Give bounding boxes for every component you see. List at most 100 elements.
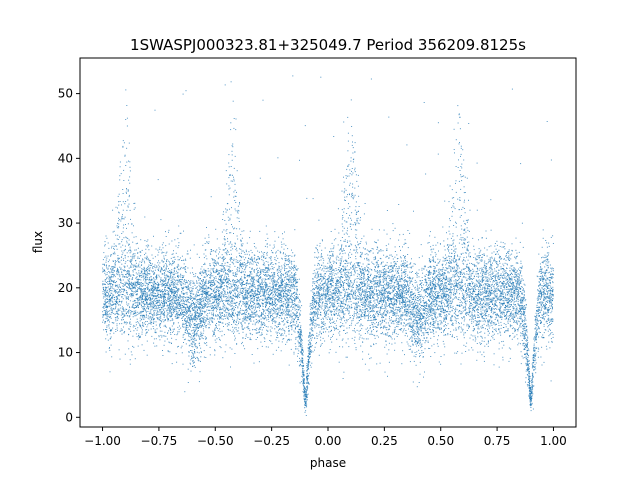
data-point <box>185 308 187 310</box>
data-point <box>154 329 156 331</box>
data-point <box>164 293 166 295</box>
data-point <box>266 293 268 295</box>
data-point <box>130 287 132 289</box>
data-point <box>268 290 270 292</box>
data-point <box>428 312 430 314</box>
data-point <box>205 338 207 340</box>
data-point <box>141 284 143 286</box>
data-point <box>448 297 450 299</box>
data-point <box>174 290 176 292</box>
data-point <box>107 319 109 321</box>
data-point <box>507 306 509 308</box>
data-point <box>338 309 340 311</box>
data-point <box>184 296 186 298</box>
data-point <box>200 301 201 303</box>
data-point <box>222 303 224 305</box>
data-point <box>493 311 495 313</box>
data-point <box>303 365 304 367</box>
data-point <box>345 177 347 179</box>
data-point <box>323 324 325 325</box>
data-point <box>410 312 412 314</box>
data-point <box>516 329 518 330</box>
data-point <box>248 317 250 319</box>
data-point <box>151 301 153 303</box>
data-point <box>122 189 124 190</box>
data-point <box>320 274 322 276</box>
data-point <box>128 243 130 245</box>
data-point <box>468 310 470 312</box>
data-point <box>194 340 196 341</box>
data-point <box>459 197 461 199</box>
data-point <box>227 262 229 264</box>
data-point <box>412 311 414 313</box>
data-point <box>388 282 390 284</box>
data-point <box>250 271 252 273</box>
data-point <box>162 270 164 272</box>
data-point <box>429 305 431 307</box>
data-point <box>131 260 132 262</box>
data-point <box>151 308 153 310</box>
data-point <box>109 298 111 300</box>
data-point <box>345 245 347 247</box>
data-point <box>363 311 365 313</box>
data-point <box>195 307 197 309</box>
data-point <box>285 286 287 288</box>
data-point <box>204 336 206 338</box>
data-point <box>142 285 143 287</box>
data-point <box>102 271 104 273</box>
data-point <box>509 336 511 338</box>
data-point <box>162 313 164 315</box>
data-point <box>474 288 476 290</box>
data-point <box>204 310 206 312</box>
data-point <box>285 275 287 277</box>
data-point <box>135 290 137 292</box>
data-point <box>443 275 445 277</box>
data-point <box>350 217 352 219</box>
data-point <box>160 297 162 299</box>
data-point <box>449 267 451 269</box>
data-point <box>266 299 268 301</box>
data-point <box>290 313 292 315</box>
data-point <box>265 283 267 285</box>
data-point <box>131 285 133 286</box>
data-point <box>240 266 242 268</box>
data-point <box>386 312 388 313</box>
data-point <box>451 283 453 284</box>
data-point <box>339 294 341 296</box>
data-point <box>434 322 436 324</box>
data-point <box>277 290 279 292</box>
data-point <box>347 165 349 167</box>
data-point <box>126 240 128 242</box>
data-point <box>105 288 107 290</box>
data-point <box>326 318 328 320</box>
data-point <box>265 303 267 305</box>
data-point <box>318 293 320 295</box>
data-point <box>246 280 248 281</box>
data-point <box>480 308 482 310</box>
data-point <box>450 317 452 319</box>
data-point <box>375 343 377 345</box>
data-point <box>117 278 119 280</box>
data-point <box>475 300 477 302</box>
data-point <box>284 283 286 285</box>
data-point <box>160 290 162 292</box>
data-point <box>326 294 328 296</box>
data-point <box>516 283 518 285</box>
data-point <box>104 290 106 292</box>
data-point <box>539 270 541 272</box>
data-point <box>122 209 124 211</box>
data-point <box>382 316 384 318</box>
data-point <box>403 286 405 288</box>
data-point <box>109 333 111 335</box>
data-point <box>145 245 147 247</box>
data-point <box>347 240 349 242</box>
data-point <box>118 257 120 259</box>
data-point <box>178 302 180 304</box>
data-point <box>484 267 486 269</box>
data-point <box>324 306 326 308</box>
data-point <box>264 315 266 317</box>
data-point <box>122 308 124 310</box>
data-point <box>293 280 295 282</box>
data-point <box>207 304 209 306</box>
data-point <box>225 294 227 295</box>
